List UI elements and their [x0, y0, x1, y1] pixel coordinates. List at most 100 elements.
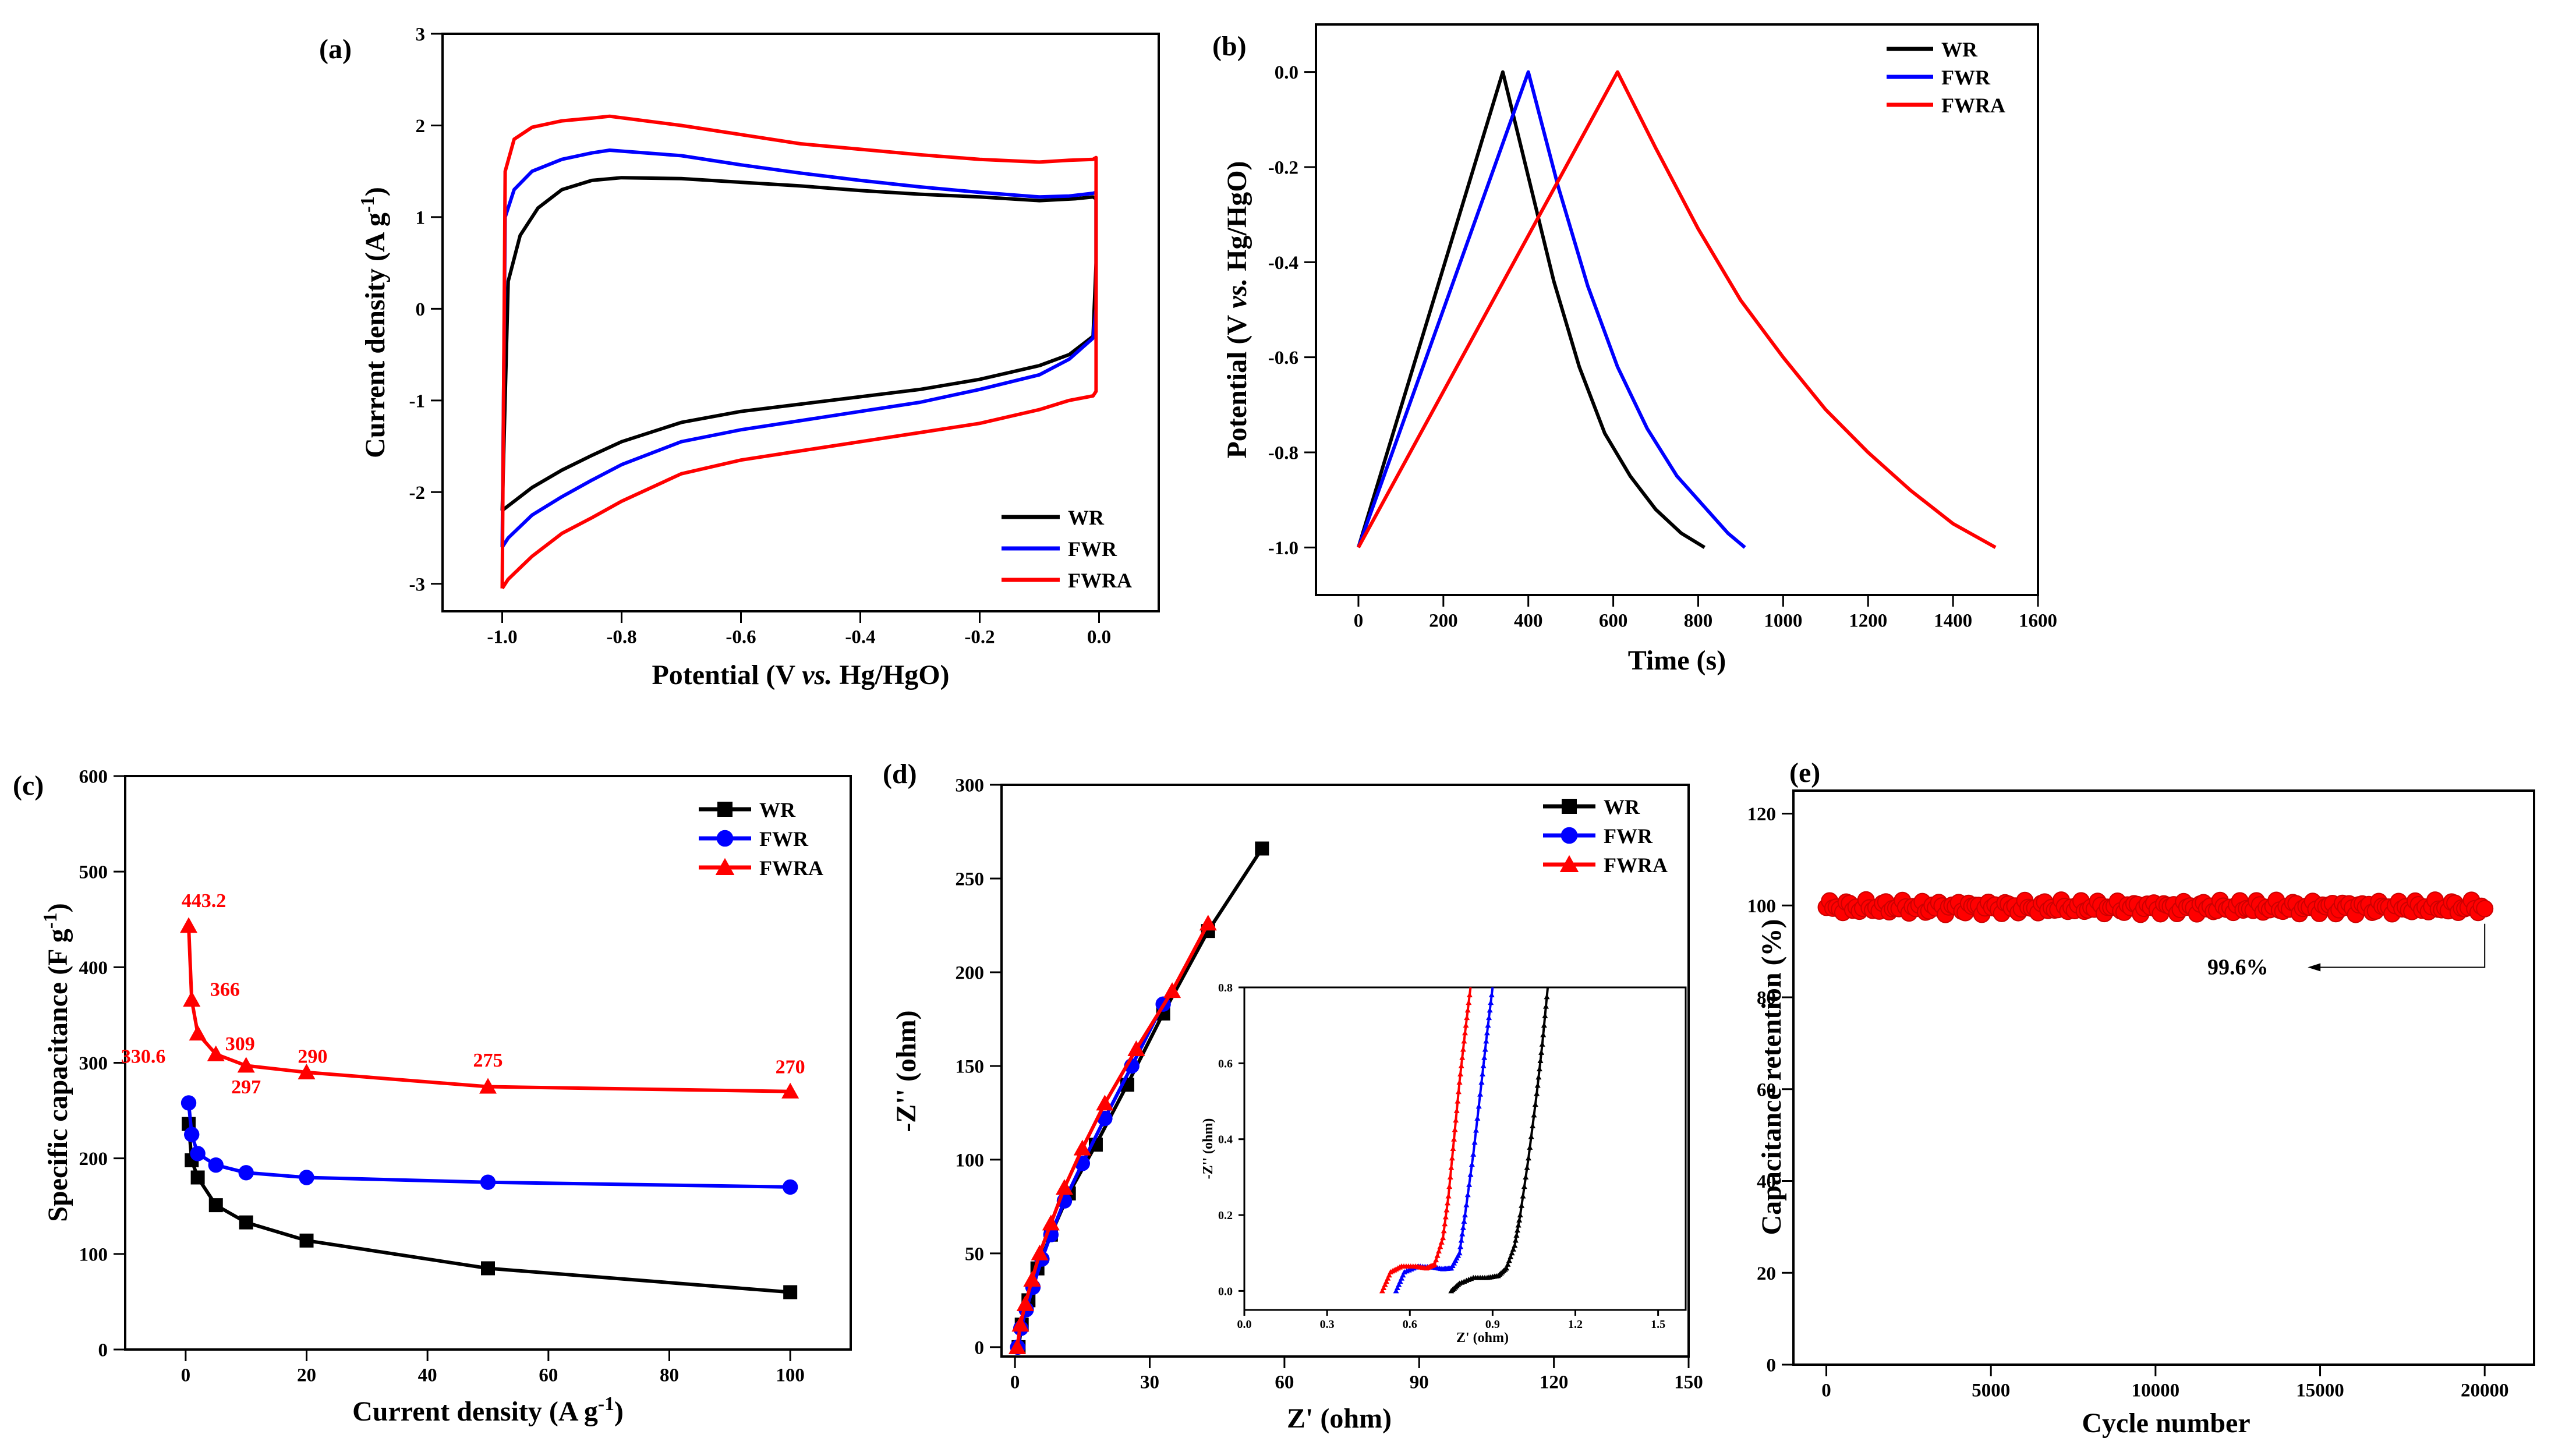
x-tick-label: -0.6: [726, 627, 756, 648]
legend-label-fwr: FWR: [1941, 66, 1991, 89]
data-point-fwr: [190, 1146, 206, 1161]
legend-label-wr: WR: [1604, 795, 1640, 819]
data-point-fwra: [1011, 1316, 1029, 1332]
data-point-wr: [208, 1198, 223, 1213]
legend-marker-fwr: [1561, 827, 1578, 844]
inset-data-point-fwra: [1444, 1200, 1450, 1206]
inset-data-point-fwra: [1448, 1164, 1455, 1170]
inset-data-point-fwr: [1481, 1054, 1488, 1060]
inset-data-point-fwra: [1385, 1275, 1391, 1281]
inset-data-point-wr: [1528, 1134, 1534, 1139]
inset-data-point-wr: [1512, 1237, 1519, 1243]
inset-data-point-fwra: [1459, 1054, 1466, 1060]
x-tick-label: 0.0: [1087, 627, 1111, 648]
data-point-fwra: [1163, 982, 1181, 998]
x-tick-label: 120: [1540, 1372, 1569, 1393]
inset-data-point-fwr: [1457, 1244, 1464, 1249]
inset-data-point-fwra: [1437, 1244, 1443, 1249]
y-tick-label: 3: [416, 24, 426, 45]
panel-label: (d): [883, 759, 917, 789]
x-tick-label: 30: [1140, 1372, 1159, 1393]
inset-data-point-fwr: [1475, 1103, 1482, 1109]
y-axis-title: -Z'' (ohm): [891, 1010, 922, 1132]
inset-data-point-fwra: [1449, 1155, 1455, 1161]
inset-data-point-fwr: [1399, 1275, 1405, 1281]
data-point-wr: [239, 1215, 253, 1230]
legend-label-fwr: FWR: [759, 827, 809, 851]
x-axis-title: Current density (A g-1): [352, 1393, 624, 1428]
y-tick-label: 60: [1757, 1079, 1776, 1100]
retention-arrow: [2319, 923, 2486, 968]
panel-b: (b) 0 200 400 600 800 1000 1200 1400 1600 -1.0 -0.8…: [1212, 23, 2057, 676]
inset-x-tick-label: 0.0: [1237, 1318, 1252, 1331]
data-point-fwr: [181, 1095, 197, 1111]
y-tick-label: 0: [416, 299, 426, 320]
x-tick-label: 60: [539, 1365, 558, 1386]
data-point-fwr: [480, 1174, 496, 1190]
inset-data-point-wr: [1531, 1112, 1537, 1118]
inset-data-point-fwra: [1381, 1284, 1387, 1290]
inset-data-point-fwra: [1450, 1146, 1456, 1151]
inset-data-point-fwr: [1461, 1218, 1467, 1224]
y-tick-label: 250: [956, 869, 985, 890]
x-tick-label: -0.8: [606, 627, 636, 648]
x-tick-label: 0: [1821, 1380, 1831, 1401]
data-point-fwra: [1016, 1295, 1034, 1311]
series-line-fwr: [500, 148, 1098, 548]
x-tick-label: -0.2: [964, 627, 995, 648]
legend-label-fwra: FWRA: [1941, 94, 2005, 117]
inset-data-point-fwr: [1487, 1007, 1493, 1013]
series-line-wr: [1357, 70, 1705, 549]
inset-data-point-fwr: [1456, 1250, 1463, 1256]
data-point-fwra: [1008, 1338, 1026, 1354]
plot-frame: [441, 33, 1160, 612]
x-tick-label: 100: [776, 1365, 805, 1386]
arrow-head: [2308, 963, 2321, 972]
x-tick-label: 1200: [1849, 611, 1887, 632]
inset-x-axis-title: Z' (ohm): [1456, 1330, 1509, 1345]
x-tick-label: 90: [1410, 1372, 1429, 1393]
data-point-fwr: [184, 1127, 200, 1142]
inset-x-tick-label: 0.6: [1403, 1318, 1417, 1331]
inset-data-point-fwr: [1483, 1038, 1489, 1044]
x-tick-label: 5000: [1972, 1380, 2010, 1401]
inset-data-point-fwra: [1383, 1278, 1389, 1284]
y-tick-label: 600: [79, 767, 108, 788]
data-point-fwra: [237, 1057, 255, 1073]
legend-label-fwra: FWRA: [1604, 853, 1668, 877]
data-label: 297: [231, 1076, 261, 1098]
data-label: 275: [473, 1050, 503, 1071]
y-axis-title: Potential (V vs. Hg/HgO): [1222, 161, 1252, 458]
inset-data-point-fwra: [1446, 1184, 1453, 1189]
y-tick-label: 0.0: [1275, 62, 1298, 83]
inset-data-point-wr: [1530, 1122, 1536, 1128]
x-tick-label: 600: [1599, 611, 1628, 632]
series-line-fwra: [1357, 70, 1997, 549]
legend-marker-fwra: [1559, 855, 1579, 872]
inset-data-point-wr: [1519, 1202, 1525, 1208]
y-tick-label: 100: [956, 1150, 985, 1171]
inset-data-point-fwr: [1463, 1202, 1470, 1207]
inset-data-point-fwr: [1462, 1212, 1468, 1218]
x-tick-label: 1600: [2019, 611, 2057, 632]
inset-y-tick-label: 0.6: [1218, 1057, 1233, 1070]
data-point-fwra: [1073, 1139, 1091, 1156]
data-label: 366: [210, 979, 240, 1001]
y-axis-title: Specific capacitance (F g-1): [40, 903, 74, 1221]
retention-label: 99.6%: [2207, 955, 2269, 980]
inset-data-point-fwra: [1382, 1281, 1388, 1287]
panel-e: (e) 0 5000 10000 15000 20000 0 20 40 60 80 100 120 Cy…: [1747, 757, 2535, 1439]
inset-data-point-wr: [1538, 1049, 1545, 1055]
y-tick-label: 2: [416, 116, 426, 137]
plot-frame: [1792, 789, 2535, 1366]
y-tick-label: 0: [1767, 1355, 1777, 1376]
inset-y-tick-label: 0.8: [1218, 982, 1233, 994]
data-point-fwra: [298, 1063, 316, 1079]
inset-data-point-wr: [1506, 1258, 1512, 1263]
x-tick-label: 15000: [2296, 1380, 2344, 1401]
series-line-wr: [500, 176, 1098, 512]
plot-frame: [1315, 23, 2039, 596]
legend-marker-fwr: [716, 830, 734, 847]
inset-data-point-fwr: [1470, 1151, 1477, 1157]
legend-marker-wr: [1562, 799, 1577, 814]
